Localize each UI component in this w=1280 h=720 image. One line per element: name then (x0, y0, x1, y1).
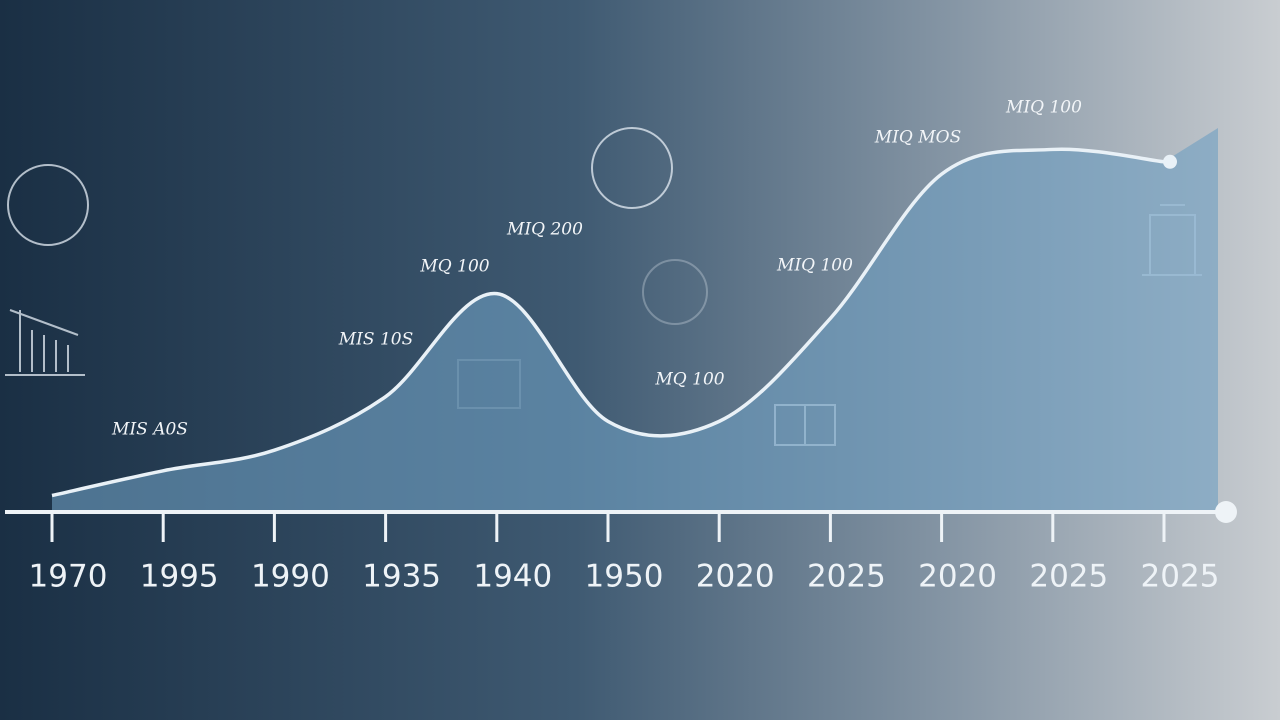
icon (7, 164, 89, 246)
x-tick-label: 2025 (807, 559, 886, 595)
x-tick-label: 1970 (29, 559, 108, 595)
plot-area: 1970 1995 1990 1935 1940 1950 2020 2025 2020 2025… (5, 98, 1237, 595)
area-fill (52, 149, 1164, 512)
axis-end (1215, 501, 1237, 523)
icon (591, 127, 673, 209)
x-tick-label: 2020 (918, 559, 997, 595)
annotation: MQ 100 (654, 370, 724, 390)
annotation: MIQ 100 (776, 256, 853, 276)
annotation: MQ 100 (419, 257, 489, 277)
icon (642, 259, 708, 325)
x-tick-label: 2025 (1141, 559, 1220, 595)
annotation: MIQ 200 (506, 220, 583, 240)
x-tick-label: 1940 (473, 559, 552, 595)
annotation: MIS 10S (338, 330, 413, 350)
line (51, 147, 1165, 498)
x-tick-label: 1950 (585, 559, 664, 595)
x-tick-label: 2020 (696, 559, 775, 595)
x-tick-label: 1935 (362, 559, 441, 595)
annotation: MIS A0S (111, 420, 188, 440)
annotation: MIQ 100 (1005, 98, 1082, 118)
annotation: MIQ MOS (874, 128, 961, 148)
area-extension (1164, 128, 1218, 512)
icon (5, 309, 85, 376)
x-tick-label: 1990 (251, 559, 330, 595)
x-tick-label: 2025 (1029, 559, 1108, 595)
end-point (1163, 154, 1177, 169)
x-tick-label: 1995 (140, 559, 219, 595)
